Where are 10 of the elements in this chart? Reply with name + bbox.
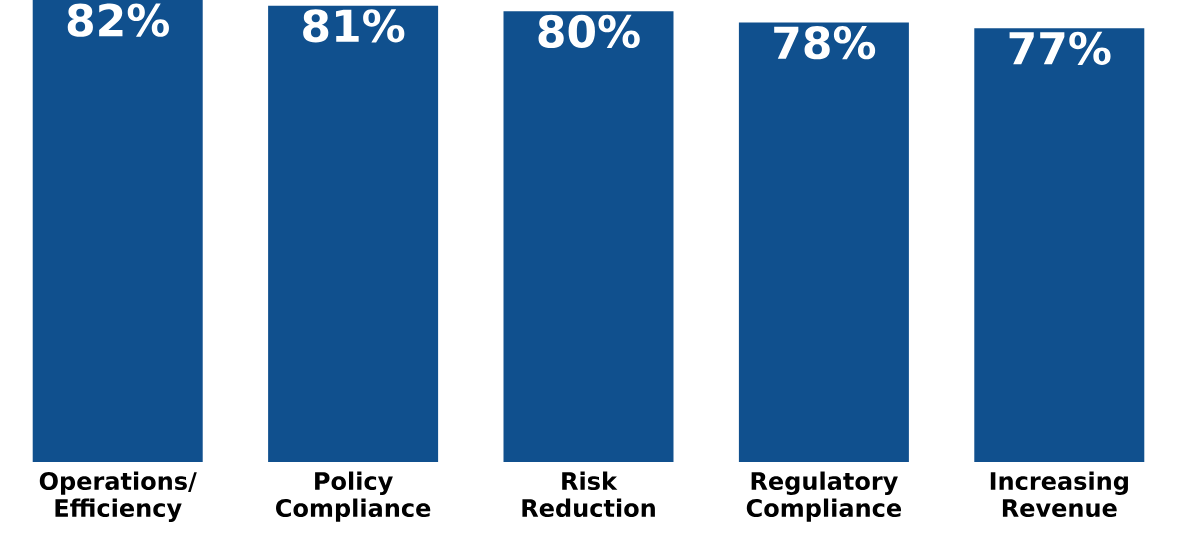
x-tick-label: Regulatory Compliance — [746, 471, 902, 522]
x-tick-label: Policy Compliance — [276, 471, 431, 522]
data-label: 78% — [774, 26, 876, 60]
data-label: 80% — [538, 14, 640, 49]
x-tick-label: Risk Reduction — [522, 471, 655, 518]
data-label: 81% — [303, 9, 405, 43]
x-tick-label: Operations/ Efficiency — [39, 471, 197, 522]
data-label: 82% — [67, 3, 169, 37]
data-label: 77% — [1009, 31, 1111, 65]
x-tick-label: Increasing Revenue — [990, 471, 1128, 518]
